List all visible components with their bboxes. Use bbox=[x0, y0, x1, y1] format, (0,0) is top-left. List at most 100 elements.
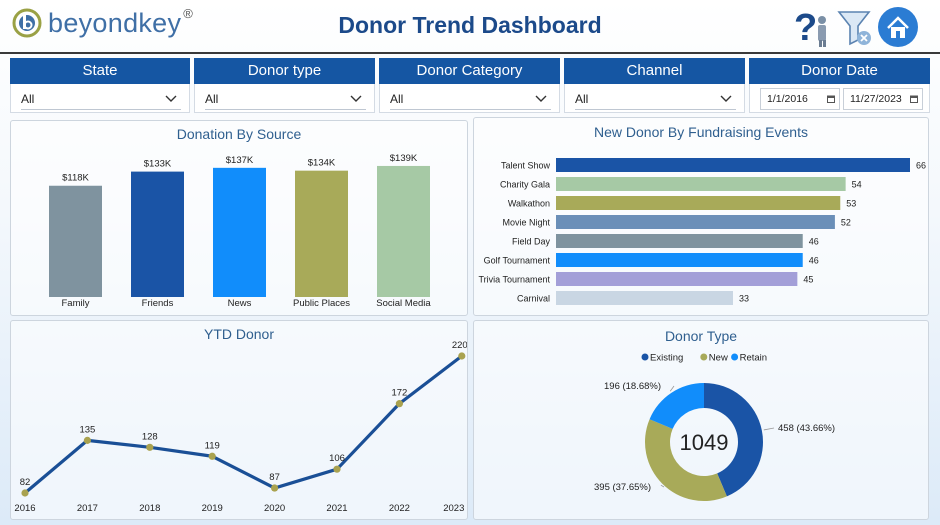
point-data-label: 106 bbox=[329, 453, 345, 464]
bar-data-label: 46 bbox=[809, 256, 819, 266]
bar-data-label: $134K bbox=[308, 158, 336, 169]
y-tick-label: Trivia Tournament bbox=[478, 275, 550, 285]
logo-registered-mark: ® bbox=[183, 5, 193, 21]
data-point bbox=[395, 400, 403, 408]
donor-category-slicer: Donor Category All bbox=[379, 58, 560, 113]
bar bbox=[556, 272, 798, 286]
chevron-down-icon bbox=[165, 95, 177, 102]
state-dropdown[interactable]: All bbox=[21, 87, 181, 110]
y-tick-label: Talent Show bbox=[501, 161, 551, 171]
bar bbox=[377, 165, 430, 297]
donor-type-slicer: Donor type All bbox=[194, 58, 375, 113]
chevron-down-icon bbox=[535, 95, 547, 102]
x-tick-label: Friends bbox=[142, 298, 174, 309]
bar-data-label: 46 bbox=[809, 237, 819, 247]
donor-category-dropdown-value: All bbox=[390, 92, 404, 106]
bar bbox=[556, 234, 803, 248]
donor-category-dropdown[interactable]: All bbox=[390, 87, 551, 110]
bar-data-label: $118K bbox=[62, 173, 89, 184]
y-tick-label: Carnival bbox=[517, 294, 550, 304]
fundraising-events-title: New Donor By Fundraising Events bbox=[594, 124, 808, 140]
x-tick-label: 2021 bbox=[326, 503, 347, 514]
point-data-label: 172 bbox=[391, 388, 407, 399]
x-tick-label: 2019 bbox=[202, 503, 223, 514]
svg-text:?: ? bbox=[794, 7, 817, 48]
donut-slice bbox=[704, 383, 763, 497]
donation-by-source-title: Donation By Source bbox=[176, 126, 302, 142]
donut-slice bbox=[649, 383, 704, 429]
bar-data-label: $137K bbox=[226, 155, 254, 166]
bar bbox=[556, 196, 841, 210]
bar bbox=[213, 167, 266, 297]
donation-by-source-chart: $118K Family $133K Friends $137K News $134K Pub… bbox=[49, 153, 431, 309]
slice-data-label: 196 (18.68%) bbox=[604, 381, 661, 392]
y-tick-label: Charity Gala bbox=[500, 180, 550, 190]
x-tick-label: 2020 bbox=[264, 503, 285, 514]
start-date-input[interactable]: 1/1/2016 bbox=[760, 88, 840, 110]
bar-data-label: 53 bbox=[846, 199, 856, 209]
calendar-icon bbox=[910, 95, 918, 103]
ytd-donor-panel: YTD Donor 82 2016 135 2017 128 2018 119 2019 87 2… bbox=[10, 320, 468, 520]
leader-line bbox=[669, 385, 675, 392]
bar bbox=[556, 253, 803, 267]
bar-data-label: 66 bbox=[916, 161, 926, 171]
x-tick-label: 2016 bbox=[14, 503, 35, 514]
donor-type-dropdown[interactable]: All bbox=[205, 87, 366, 110]
point-data-label: 220 bbox=[452, 340, 467, 351]
bar bbox=[556, 177, 846, 191]
data-point bbox=[208, 452, 216, 460]
calendar-icon bbox=[827, 95, 835, 103]
state-slicer: State All bbox=[10, 58, 190, 113]
slice-data-label: 458 (43.66%) bbox=[778, 423, 835, 434]
ytd-donor-title: YTD Donor bbox=[203, 326, 275, 342]
x-tick-label: Social Media bbox=[376, 298, 431, 309]
bar bbox=[131, 171, 184, 297]
bar-data-label: 45 bbox=[803, 275, 813, 285]
x-tick-label: 2022 bbox=[389, 503, 410, 514]
ytd-donor-chart: 82 2016 135 2017 128 2018 119 2019 87 2020 106 2021… bbox=[14, 340, 467, 514]
x-tick-label: Family bbox=[62, 298, 90, 309]
donation-by-source-panel: Donation By Source $118K Family $133K Frien… bbox=[10, 120, 468, 316]
point-data-label: 128 bbox=[142, 431, 158, 442]
legend-marker bbox=[641, 353, 649, 361]
x-tick-label: 2023 bbox=[443, 503, 464, 514]
bar-data-label: 54 bbox=[852, 180, 862, 190]
bar bbox=[556, 291, 733, 305]
donor-date-slicer: Donor Date 1/1/2016 11/27/2023 bbox=[749, 58, 930, 113]
data-point bbox=[21, 489, 29, 497]
data-point bbox=[146, 443, 154, 451]
end-date-input[interactable]: 11/27/2023 bbox=[843, 88, 923, 110]
state-dropdown-value: All bbox=[21, 92, 35, 106]
logo-text: beyondkey bbox=[48, 7, 182, 38]
legend-label: Retain bbox=[740, 353, 767, 364]
donor-type-chart: Existing New Retain 458 (43.66%) 395 (37.65%… bbox=[594, 353, 835, 501]
y-tick-label: Field Day bbox=[512, 237, 551, 247]
data-point bbox=[271, 484, 279, 492]
chevron-down-icon bbox=[350, 95, 362, 102]
leader-line bbox=[763, 427, 775, 431]
bar bbox=[556, 215, 835, 229]
data-point bbox=[333, 465, 341, 473]
slice-data-label: 395 (37.65%) bbox=[594, 482, 651, 493]
data-point bbox=[458, 352, 466, 360]
donor-category-slicer-label: Donor Category bbox=[379, 58, 560, 84]
bar-data-label: $139K bbox=[390, 153, 418, 164]
home-icon[interactable] bbox=[878, 7, 918, 47]
legend-marker bbox=[700, 353, 708, 361]
bar-data-label: $133K bbox=[144, 159, 172, 170]
fundraising-events-panel: New Donor By Fundraising Events Talent S… bbox=[473, 117, 929, 316]
bar bbox=[49, 185, 102, 297]
legend-label: Existing bbox=[650, 353, 683, 364]
x-tick-label: 2017 bbox=[77, 503, 98, 514]
end-date-value: 11/27/2023 bbox=[850, 93, 902, 105]
y-tick-label: Walkathon bbox=[508, 199, 550, 209]
help-icon[interactable]: ? bbox=[792, 6, 832, 48]
point-data-label: 119 bbox=[205, 440, 220, 451]
channel-dropdown[interactable]: All bbox=[575, 87, 736, 110]
chevron-down-icon bbox=[720, 95, 732, 102]
beyondkey-logo[interactable]: beyondkey ® bbox=[12, 5, 193, 38]
filter-clear-icon[interactable] bbox=[836, 6, 876, 48]
donut-center-total: 1049 bbox=[680, 430, 729, 455]
y-tick-label: Movie Night bbox=[502, 218, 550, 228]
donut-slice bbox=[645, 419, 727, 501]
